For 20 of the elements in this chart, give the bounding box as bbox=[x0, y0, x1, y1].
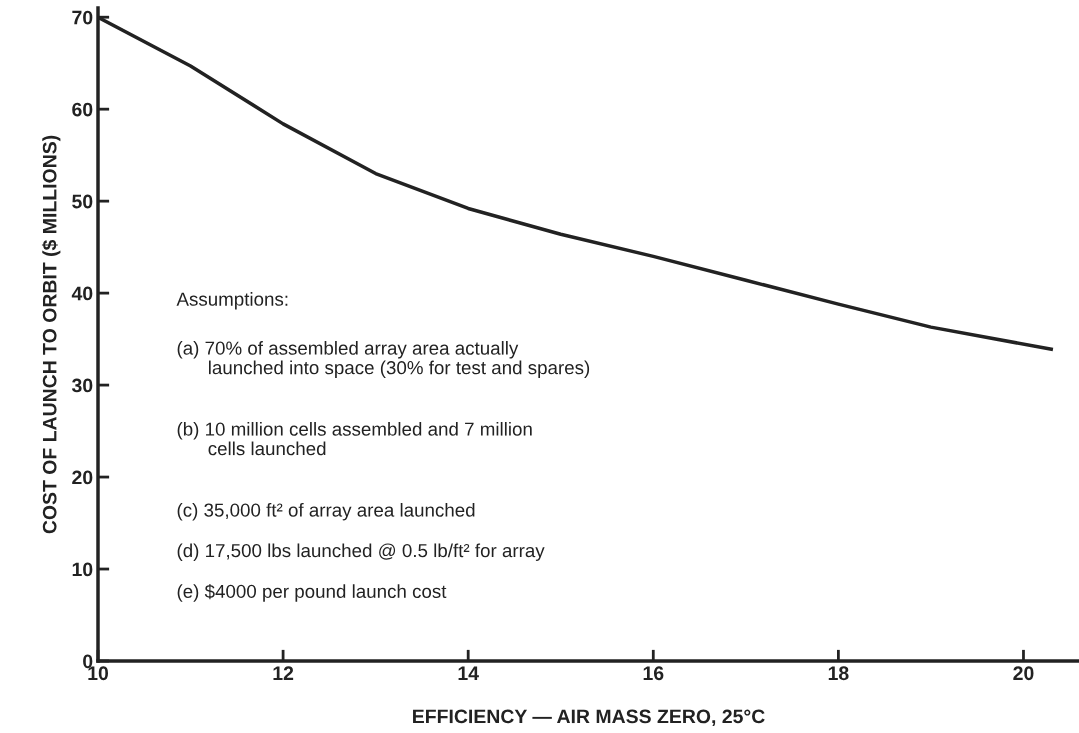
x-tick-label: 14 bbox=[458, 666, 479, 680]
y-tick-label: 20 bbox=[72, 470, 93, 485]
x-tick-label: 18 bbox=[828, 666, 849, 681]
y-tick-label: 40 bbox=[71, 286, 93, 301]
annotation: (a) 70% of assembled array area actually launched into space (30% for test and spares) bbox=[177, 341, 590, 379]
x-tick-label: 16 bbox=[643, 666, 664, 681]
x-axis-title: EFFICIENCY — AIR MASS ZERO, 25°C bbox=[413, 709, 765, 727]
y-tick-label: 60 bbox=[72, 102, 93, 117]
y-tick-label: 30 bbox=[71, 378, 93, 393]
annotation: (c) 35,000 ft² of array area launched bbox=[177, 502, 475, 521]
y-tick-label: 50 bbox=[72, 194, 93, 209]
annotation: Assumptions: bbox=[176, 292, 288, 310]
x-tick-label: 12 bbox=[273, 666, 294, 680]
y-tick-label: 10 bbox=[72, 562, 93, 577]
y-tick-label: 70 bbox=[72, 10, 93, 25]
y-axis-title: COST OF LAUNCH TO ORBIT ($ MILLIONS) bbox=[41, 135, 61, 534]
annotation: (b) 10 million cells assembled and 7 million cells launched bbox=[177, 422, 532, 456]
annotation: (d) 17,500 lbs launched @ 0.5 lb/ft² for array bbox=[177, 543, 545, 561]
annotation: (e) $4000 per pound launch cost bbox=[177, 583, 447, 602]
x-tick-label: 20 bbox=[1013, 666, 1034, 681]
